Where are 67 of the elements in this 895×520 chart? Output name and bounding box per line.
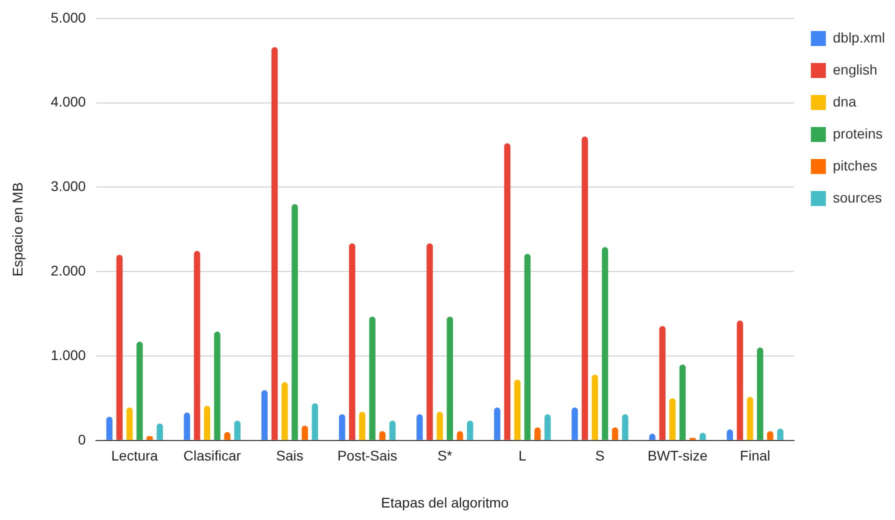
y-tick-label: 1.000	[50, 346, 86, 363]
legend-label: dblp.xml	[832, 29, 886, 46]
bar	[194, 250, 200, 440]
y-tick-label: 5.000	[50, 9, 86, 26]
x-tick-label: Lectura	[111, 448, 158, 464]
x-tick-label: Sais	[276, 448, 304, 464]
bar	[622, 414, 628, 440]
bar	[214, 332, 220, 440]
bar	[156, 424, 163, 440]
x-tick-label: S*	[437, 448, 453, 464]
bar	[312, 403, 318, 440]
bar	[234, 420, 241, 440]
bar	[359, 412, 366, 440]
bar	[261, 390, 268, 440]
bar	[204, 406, 210, 440]
bar	[282, 382, 288, 440]
bar	[679, 364, 686, 440]
bar	[389, 420, 396, 440]
x-tick-label: L	[518, 448, 527, 464]
bar	[126, 407, 133, 440]
bar	[582, 136, 588, 440]
bar	[757, 348, 764, 440]
y-tick-label: 2.000	[50, 262, 86, 278]
bar	[659, 326, 666, 440]
bar	[106, 416, 113, 440]
bar	[271, 47, 278, 440]
bar	[544, 414, 551, 440]
bar	[426, 243, 433, 440]
bar	[602, 247, 608, 440]
bar	[116, 254, 123, 440]
bar	[369, 316, 376, 440]
bar	[514, 380, 520, 440]
legend-label: pitches	[832, 157, 878, 174]
x-tick-label: Post-Sais	[337, 448, 398, 464]
x-tick-label: BWT-size	[648, 448, 708, 464]
bar	[349, 243, 356, 440]
legend-label: english	[832, 61, 878, 78]
bar	[136, 342, 143, 440]
x-axis-title: Etapas del algoritmo	[381, 494, 509, 510]
bar	[184, 412, 190, 440]
bar	[592, 374, 598, 440]
bar	[494, 407, 500, 440]
bar	[612, 427, 618, 440]
x-tick-label: Final	[740, 448, 770, 464]
bar	[446, 316, 454, 440]
bar	[338, 414, 346, 440]
y-axis-title: Espacio en MB	[9, 182, 26, 276]
bar	[534, 427, 541, 440]
bar	[302, 426, 308, 440]
y-tick-label: 4.000	[50, 94, 86, 110]
bar	[736, 320, 744, 440]
bar	[292, 204, 298, 440]
bar	[416, 414, 423, 440]
legend-label: sources	[832, 189, 882, 206]
bar	[669, 398, 676, 440]
bar	[436, 412, 443, 440]
bar	[466, 420, 474, 440]
bar	[746, 396, 754, 440]
bar	[504, 143, 510, 440]
x-tick-label: S	[595, 448, 605, 464]
y-tick-label: 3.000	[50, 178, 86, 194]
bar	[524, 254, 531, 440]
legend-label: dna	[832, 93, 856, 110]
bar	[572, 407, 578, 440]
y-tick-label: 0	[78, 431, 86, 448]
legend-label: proteins	[832, 125, 883, 142]
x-tick-label: Clasificar	[183, 448, 242, 464]
